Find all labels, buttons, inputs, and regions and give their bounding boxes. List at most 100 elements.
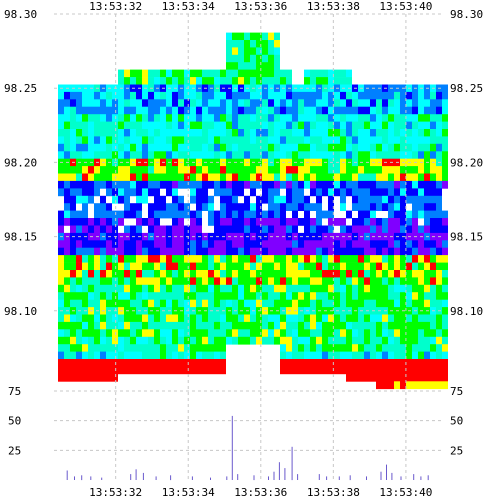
heatmap-cell — [58, 329, 64, 338]
heatmap-cell — [82, 99, 88, 108]
heatmap-cell — [100, 373, 106, 382]
heatmap-cell — [190, 351, 196, 360]
y-tick-label: 98.30 — [450, 8, 483, 21]
heatmap-cell — [340, 173, 346, 182]
heatmap-cell — [352, 136, 358, 145]
heatmap-cell — [340, 366, 346, 375]
heatmap-cell — [388, 225, 394, 234]
heatmap-cell — [136, 129, 142, 137]
heatmap-cell — [430, 381, 436, 390]
heatmap-cell — [250, 136, 256, 145]
heatmap-cell — [424, 359, 430, 367]
heatmap-cell — [136, 255, 142, 263]
heatmap-cell — [100, 143, 106, 152]
heatmap-cell — [64, 344, 70, 352]
heatmap-cell — [112, 336, 118, 345]
heatmap-cell — [406, 180, 412, 189]
heatmap-cell — [148, 351, 154, 360]
heatmap-cell — [118, 299, 124, 308]
heatmap-cell — [232, 69, 238, 78]
heatmap-cell — [244, 262, 250, 271]
heatmap-cell — [244, 99, 250, 108]
heatmap-cell — [430, 329, 436, 338]
heatmap-cell — [184, 292, 190, 300]
heatmap-cell — [88, 292, 94, 300]
heatmap-cell — [370, 373, 376, 382]
heatmap-cell — [400, 321, 406, 330]
heatmap-cell — [208, 284, 214, 293]
heatmap-cell — [412, 218, 418, 226]
heatmap-cell — [106, 218, 112, 226]
heatmap-cell — [106, 114, 112, 122]
heatmap-cell — [226, 151, 232, 160]
heatmap-cell — [184, 121, 190, 130]
heatmap-cell — [352, 143, 358, 152]
heatmap-cell — [436, 329, 442, 338]
heatmap-cell — [76, 195, 82, 204]
heatmap-cell — [280, 299, 286, 308]
heatmap-cell — [184, 359, 190, 367]
heatmap-cell — [412, 121, 418, 130]
heatmap-cell — [328, 292, 334, 300]
heatmap-cell — [148, 106, 154, 115]
heatmap-cell — [400, 240, 406, 249]
heatmap-cell — [244, 180, 250, 189]
heatmap-cell — [388, 262, 394, 271]
heatmap-cell — [232, 225, 238, 234]
heatmap-cell — [94, 292, 100, 300]
heatmap-cell — [88, 336, 94, 345]
heatmap-cell — [370, 99, 376, 108]
heatmap-cell — [190, 314, 196, 323]
heatmap-cell — [64, 91, 70, 100]
heatmap-cell — [274, 270, 280, 278]
heatmap-cell — [346, 99, 352, 108]
y-tick-label: 50 — [450, 415, 463, 428]
heatmap-cell — [322, 114, 328, 122]
heatmap-cell — [424, 106, 430, 115]
heatmap-cell — [256, 255, 262, 263]
heatmap-cell — [100, 247, 106, 256]
volume-bar — [253, 475, 255, 481]
heatmap-cell — [424, 180, 430, 189]
heatmap-cell — [382, 381, 388, 390]
heatmap-cell — [280, 247, 286, 256]
heatmap-cell — [424, 91, 430, 100]
heatmap-cell — [316, 173, 322, 182]
heatmap-cell — [250, 62, 256, 70]
heatmap-cell — [424, 314, 430, 323]
heatmap-cell — [304, 277, 310, 286]
heatmap-cell — [172, 203, 178, 211]
heatmap-cell — [394, 351, 400, 360]
heatmap-cell — [268, 54, 274, 63]
heatmap-cell — [178, 270, 184, 278]
heatmap-cell — [292, 166, 298, 174]
heatmap-cell — [334, 180, 340, 189]
heatmap-cell — [424, 121, 430, 130]
heatmap-cell — [250, 336, 256, 345]
heatmap-cell — [442, 210, 448, 219]
heatmap-cell — [370, 270, 376, 278]
heatmap-cell — [268, 188, 274, 197]
heatmap-cell — [436, 225, 442, 234]
heatmap-cell — [292, 255, 298, 263]
heatmap-cell — [310, 166, 316, 174]
heatmap-cell — [142, 121, 148, 130]
heatmap-cell — [118, 99, 124, 108]
heatmap-cell — [250, 277, 256, 286]
heatmap-cell — [58, 166, 64, 174]
heatmap-cell — [184, 255, 190, 263]
heatmap-cell — [100, 151, 106, 160]
heatmap-cell — [124, 210, 130, 219]
heatmap-cell — [148, 173, 154, 182]
y-tick-label: 98.15 — [4, 231, 37, 244]
heatmap-cell — [202, 99, 208, 108]
heatmap-cell — [208, 77, 214, 85]
heatmap-cell — [310, 218, 316, 226]
heatmap-cell — [424, 195, 430, 204]
heatmap-cell — [202, 366, 208, 375]
heatmap-cell — [124, 359, 130, 367]
heatmap-cell — [166, 344, 172, 352]
heatmap-cell — [106, 166, 112, 174]
volume-bar — [291, 446, 293, 481]
heatmap-cell — [250, 54, 256, 63]
